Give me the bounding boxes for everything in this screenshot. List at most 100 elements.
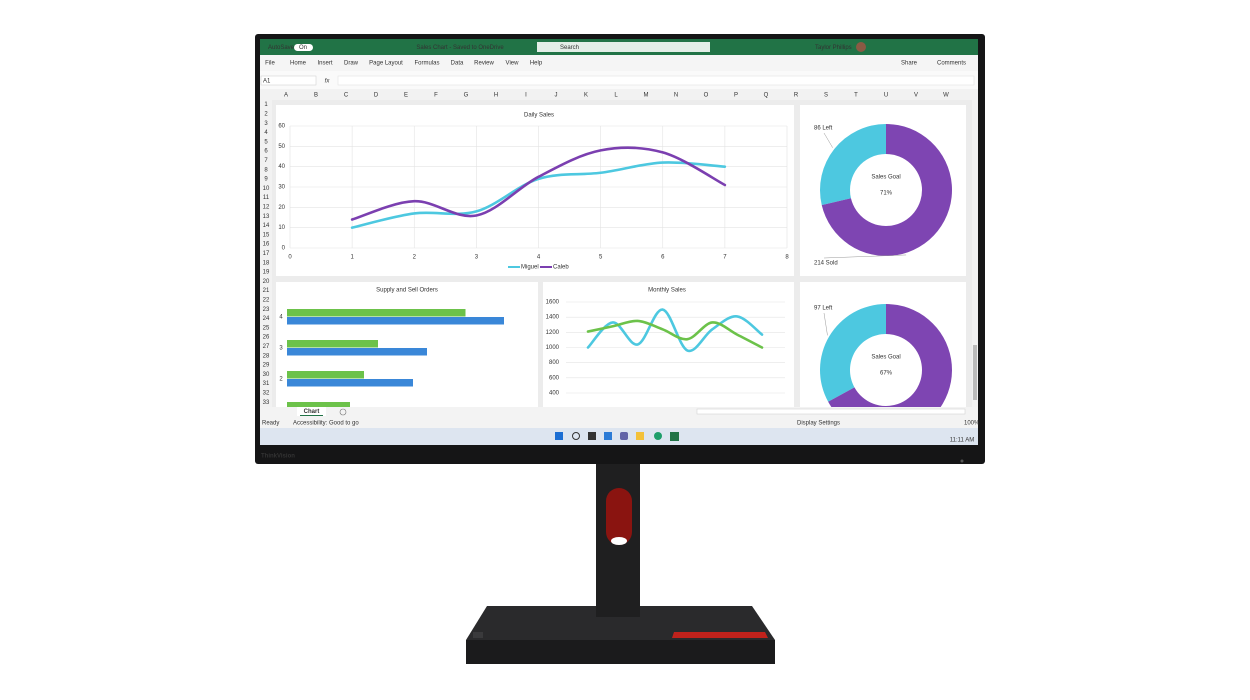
row-header: 2 <box>264 111 268 117</box>
menu-bar <box>260 55 978 71</box>
base-logo <box>473 632 483 638</box>
chart-panel <box>543 282 794 407</box>
user-name: Taylor Phillips <box>815 45 852 51</box>
chart-title: Daily Sales <box>524 113 554 119</box>
donut-title: Sales Goal <box>871 175 900 181</box>
row-header: 3 <box>264 121 268 127</box>
x-tick-label: 6 <box>661 255 665 261</box>
x-tick-label: 8 <box>785 255 789 261</box>
comments-button[interactable]: Comments <box>937 61 966 67</box>
donut-slice <box>820 304 886 402</box>
row-header: 16 <box>263 242 270 248</box>
autosave-state[interactable]: On <box>299 45 307 51</box>
chart-title: Monthly Sales <box>648 288 686 294</box>
column-header: I <box>525 93 527 99</box>
row-header: 13 <box>263 214 270 220</box>
row-header: 9 <box>264 177 268 183</box>
menu-item[interactable]: View <box>506 61 520 67</box>
display-settings[interactable]: Display Settings <box>797 421 840 427</box>
name-box[interactable] <box>260 75 317 86</box>
row-header: 30 <box>263 372 270 378</box>
taskbar-icons <box>555 432 679 441</box>
sheet-tab-label[interactable]: Chart <box>304 409 320 415</box>
user-avatar[interactable] <box>856 42 866 52</box>
column-header: E <box>404 93 408 99</box>
brand-logo: ThinkVision <box>261 454 295 460</box>
widgets-icon[interactable] <box>604 432 612 440</box>
series-line <box>350 146 727 221</box>
donut-center: 67% <box>880 371 893 377</box>
y-tick-label: 400 <box>549 391 560 397</box>
menu-item[interactable]: Draw <box>344 61 359 67</box>
legend-label: Miguel <box>521 265 539 271</box>
menu-item[interactable]: Insert <box>317 61 332 67</box>
menu-item[interactable]: Formulas <box>414 61 439 67</box>
search-placeholder[interactable]: Search <box>560 45 579 51</box>
search-box[interactable] <box>537 42 710 52</box>
add-sheet[interactable] <box>339 408 347 416</box>
search-icon[interactable] <box>572 432 580 440</box>
chat-icon[interactable] <box>620 432 628 440</box>
explorer-icon[interactable] <box>636 432 644 440</box>
taskview-icon[interactable] <box>588 432 596 440</box>
bar <box>287 379 413 387</box>
y-tick-label: 800 <box>549 360 560 366</box>
row-header: 33 <box>263 400 270 406</box>
stand-base-edge <box>466 640 775 664</box>
bar <box>287 348 427 356</box>
menu-item[interactable]: Review <box>474 61 494 67</box>
formula-input[interactable] <box>337 75 975 86</box>
column-header: L <box>614 93 618 99</box>
y-tick-label: 1200 <box>546 330 560 336</box>
slice-label: 97 Left <box>814 306 833 312</box>
vertical-scrollbar[interactable] <box>972 89 978 407</box>
column-header: H <box>494 93 498 99</box>
edge-icon[interactable] <box>654 432 662 440</box>
column-header: S <box>824 93 828 99</box>
row-header: 24 <box>263 316 270 322</box>
row-header: 10 <box>263 186 270 192</box>
slice-label: 86 Left <box>814 126 833 132</box>
ui-text: AutoSave On Sales Chart - Saved to OneDriv… <box>261 45 980 460</box>
leader-line <box>823 132 833 148</box>
menu-item[interactable]: Data <box>451 61 464 67</box>
excel-icon[interactable] <box>670 432 679 441</box>
menu-item[interactable]: File <box>265 61 275 67</box>
column-header: J <box>555 93 558 99</box>
row-header: 32 <box>263 390 270 396</box>
menu-item[interactable]: Home <box>290 61 307 67</box>
column-header: P <box>734 93 738 99</box>
share-button[interactable]: Share <box>901 61 918 67</box>
column-header: M <box>644 93 649 99</box>
menu-item[interactable]: Help <box>530 61 543 67</box>
row-header: 4 <box>264 130 268 136</box>
row-header: 11 <box>263 195 270 201</box>
sheet-tab[interactable] <box>297 407 326 416</box>
clock: 11:11 AM <box>950 438 974 444</box>
column-header: K <box>584 93 588 99</box>
y-tick-label: 1600 <box>546 300 560 306</box>
bar <box>287 402 350 407</box>
donut-slice <box>821 124 952 256</box>
row-header: 15 <box>263 232 270 238</box>
y-tick-label: 1400 <box>546 315 560 321</box>
name-box-text: A1 <box>263 79 271 85</box>
y-tick-label: 600 <box>549 375 560 381</box>
menu-item[interactable]: Page Layout <box>369 61 403 67</box>
column-header: G <box>464 93 469 99</box>
series-line <box>350 161 727 229</box>
category-label: 3 <box>279 346 283 352</box>
autosave-toggle[interactable] <box>294 44 313 51</box>
fx-label: fx <box>325 79 331 85</box>
row-header-bar <box>260 100 272 407</box>
row-header: 23 <box>263 307 270 313</box>
horizontal-scrollbar[interactable] <box>696 408 966 415</box>
row-header: 8 <box>264 167 268 173</box>
scroll-thumb[interactable] <box>973 345 977 400</box>
start-icon[interactable] <box>555 432 563 440</box>
accessibility-status[interactable]: Accessibility: Good to go <box>293 421 359 427</box>
row-header: 19 <box>263 270 270 276</box>
taskbar <box>260 428 978 445</box>
donut-title: Sales Goal <box>871 355 900 361</box>
